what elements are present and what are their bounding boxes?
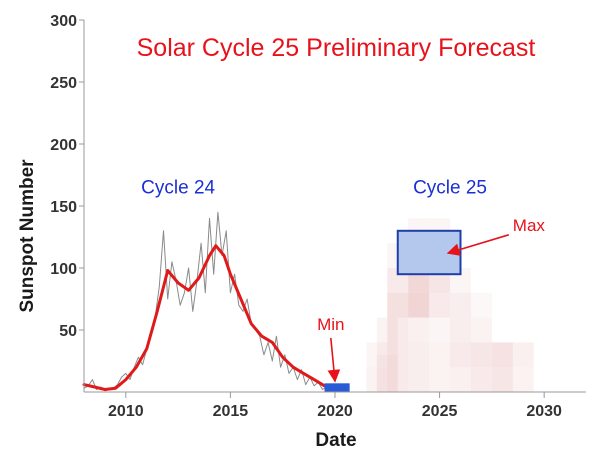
cycle-25-label: Cycle 25: [413, 178, 487, 199]
forecast-shade-cell: [491, 367, 513, 392]
tick-labels: 2010 2015 2020 2025 2030 50 100 150 200 250 300: [50, 13, 562, 420]
cycle-24-label: Cycle 24: [141, 178, 215, 199]
chart-title: Solar Cycle 25 Preliminary Forecast: [137, 34, 536, 62]
forecast-shade-cell: [408, 317, 430, 343]
forecast-boxes: [324, 229, 510, 392]
forecast-shade-cell: [491, 342, 513, 368]
min-box: [324, 383, 350, 392]
y-tick-label: 100: [50, 261, 77, 278]
y-tick-label: 50: [59, 323, 77, 340]
max-arrow: [446, 234, 510, 256]
forecast-shade-cell: [470, 292, 492, 318]
forecast-shade-cell: [376, 354, 398, 392]
y-axis-label: Sunspot Number: [17, 159, 38, 313]
forecast-shade-cell: [408, 342, 430, 392]
min-label: Min: [317, 315, 344, 334]
x-tick-label: 2010: [108, 403, 144, 420]
max-label: Max: [513, 216, 546, 235]
forecast-shade-cell: [512, 342, 534, 368]
forecast-shade-cell: [429, 317, 451, 343]
forecast-shade-cell: [512, 367, 534, 392]
x-tick-label: 2015: [213, 403, 249, 420]
forecast-shade-cell: [387, 317, 409, 343]
forecast-shade-cell: [429, 292, 451, 318]
forecast-shade-cell: [408, 292, 430, 318]
monthly-sunspot-line: [83, 211, 332, 392]
forecast-shade-cell: [366, 367, 388, 392]
y-tick-label: 150: [50, 199, 77, 216]
y-tick-label: 250: [50, 75, 77, 92]
forecast-shade-cell: [450, 367, 471, 392]
forecast-shade-cell: [450, 317, 471, 343]
x-axis-label: Date: [315, 430, 356, 451]
forecast-shade-cell: [366, 342, 388, 368]
axes: [79, 19, 586, 398]
forecast-shade-cell: [450, 342, 471, 368]
x-tick-label: 2025: [422, 403, 458, 420]
forecast-shade-cell: [470, 317, 492, 343]
x-tick-label: 2020: [317, 403, 353, 420]
forecast-shade-cell: [450, 292, 471, 318]
forecast-shade-cell: [470, 367, 492, 392]
x-tick-label: 2030: [526, 403, 562, 420]
forecast-shade-cell: [387, 342, 409, 392]
forecast-shade-cell: [470, 342, 492, 368]
data-series: [82, 211, 333, 392]
y-tick-label: 300: [50, 13, 77, 30]
forecast-shade-cell: [376, 317, 398, 355]
forecast-shade-cell: [387, 292, 409, 318]
smoothed-sunspot-line: [82, 244, 333, 391]
forecast-shade-cell: [429, 342, 451, 392]
annotations: Solar Cycle 25 Preliminary Forecast Suns…: [17, 34, 545, 451]
min-arrow: [327, 337, 341, 383]
y-tick-label: 200: [50, 137, 77, 154]
